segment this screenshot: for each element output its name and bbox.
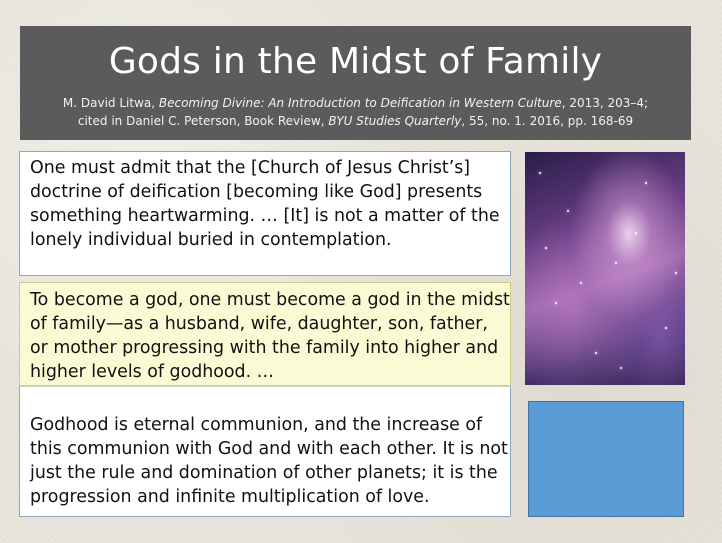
title-bar: Gods in the Midst of Family M. David Lit…: [20, 26, 691, 140]
star: [665, 327, 667, 329]
quote-paragraph-1: One must admit that the [Church of Jesus…: [19, 151, 511, 276]
citation-issue: , 55, no. 1. 2016, pp. 168-69: [461, 114, 634, 128]
citation: M. David Litwa, Becoming Divine: An Intr…: [20, 94, 691, 130]
star: [555, 302, 557, 304]
star: [545, 247, 547, 249]
blue-placeholder-box: [528, 401, 684, 517]
star: [615, 262, 617, 264]
citation-line-2: cited in Daniel C. Peterson, Book Review…: [20, 112, 691, 130]
citation-book-title: Becoming Divine: An Introduction to Deif…: [158, 96, 562, 110]
star: [635, 232, 637, 234]
star: [580, 282, 582, 284]
citation-author: M. David Litwa,: [62, 96, 159, 110]
star: [595, 352, 597, 354]
citation-review: cited in Daniel C. Peterson, Book Review…: [77, 114, 329, 128]
star: [645, 182, 647, 184]
slide-title: Gods in the Midst of Family: [108, 41, 603, 82]
citation-journal: BYU Studies Quarterly: [328, 114, 462, 128]
quote-paragraph-2-highlighted: To become a god, one must become a god i…: [19, 282, 511, 386]
star: [539, 172, 541, 174]
star: [675, 272, 677, 274]
citation-pages: , 2013, 203–4;: [561, 96, 649, 110]
star: [567, 210, 569, 212]
star: [620, 367, 622, 369]
citation-line-1: M. David Litwa, Becoming Divine: An Intr…: [20, 94, 691, 112]
quote-paragraph-3: Godhood is eternal communion, and the in…: [19, 386, 511, 517]
galaxy-image: [525, 152, 685, 385]
